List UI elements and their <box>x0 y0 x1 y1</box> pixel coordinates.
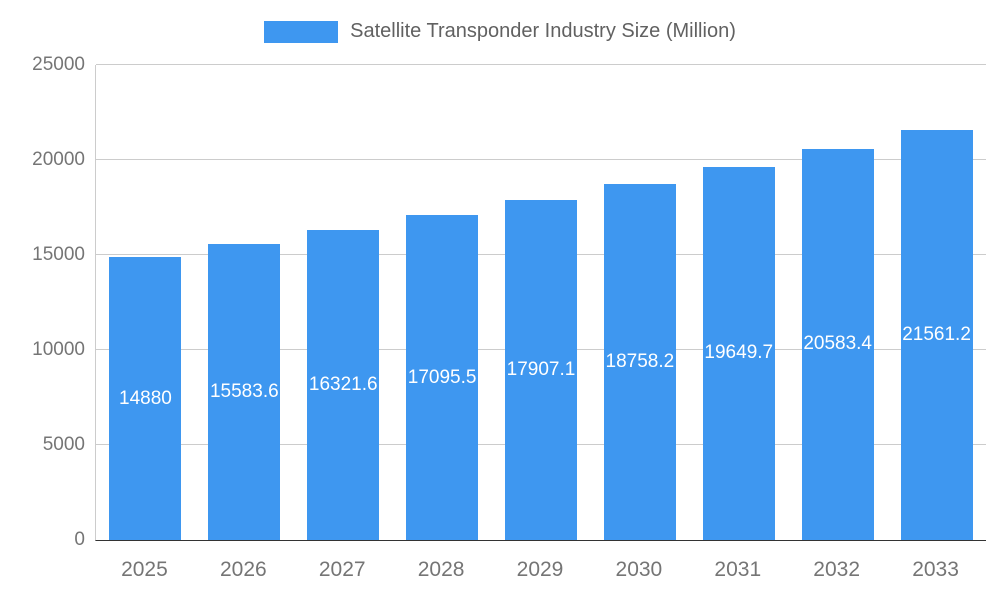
bar-value-label: 17907.1 <box>506 358 576 380</box>
bar[interactable]: 21561.2 <box>900 130 973 540</box>
bar[interactable]: 17907.1 <box>505 199 577 540</box>
bar-value-label: 20583.4 <box>803 333 872 355</box>
bar-value-label: 16321.6 <box>308 373 378 395</box>
x-tick-label: 2031 <box>714 558 762 581</box>
bar[interactable]: 20583.4 <box>801 148 874 540</box>
bar[interactable]: 16321.6 <box>307 229 380 540</box>
y-tick-label: 5000 <box>42 434 85 455</box>
bar[interactable]: 15583.6 <box>208 243 281 540</box>
x-tick-label: 2028 <box>417 558 465 581</box>
y-tick-label: 15000 <box>32 244 85 265</box>
grid-line <box>96 64 986 65</box>
x-tick-label: 2032 <box>813 558 861 581</box>
bar-value-label: 21561.2 <box>902 324 971 346</box>
x-tick-label: 2027 <box>318 558 366 581</box>
bar-value-label: 17095.5 <box>407 366 477 388</box>
y-tick-label: 10000 <box>32 339 85 360</box>
bar[interactable]: 18758.2 <box>603 183 676 540</box>
y-tick-label: 20000 <box>32 149 85 170</box>
grid-line <box>96 159 986 160</box>
x-tick-label: 2026 <box>219 558 267 581</box>
plot-area: 14880 15583.6 16321.6 17095.5 17907.1 18758.2… <box>95 64 986 541</box>
bar-value-label: 15583.6 <box>209 380 279 402</box>
legend-swatch <box>264 20 339 43</box>
x-tick-label: 2029 <box>516 558 564 581</box>
bar[interactable]: 19649.7 <box>702 166 775 540</box>
bar-value-label: 18758.2 <box>605 350 675 372</box>
bar-value-label: 19649.7 <box>704 342 774 364</box>
x-tick-label: 2030 <box>615 558 663 581</box>
x-tick-label: 2033 <box>912 558 959 581</box>
y-tick-label: 25000 <box>32 54 85 75</box>
legend-label: Satellite Transponder Industry Size (Mil… <box>350 20 736 42</box>
bar-value-label: 14880 <box>119 387 172 409</box>
x-tick-label: 2025 <box>121 558 168 581</box>
chart-legend: Satellite Transponder Industry Size (Mil… <box>0 20 1000 43</box>
y-tick-label: 0 <box>74 529 85 550</box>
bar[interactable]: 17095.5 <box>406 215 479 540</box>
bar[interactable]: 14880 <box>109 257 182 540</box>
